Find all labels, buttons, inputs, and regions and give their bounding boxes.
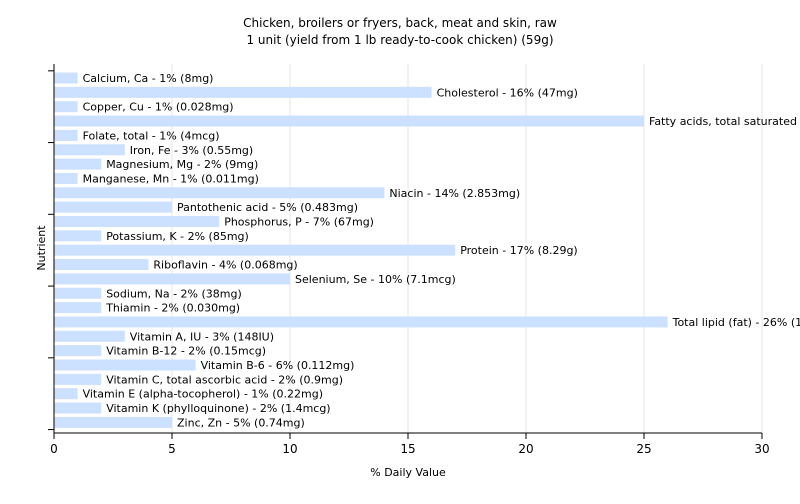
- bar-label: Sodium, Na - 2% (38mg): [106, 287, 242, 300]
- axes: 0 5 10 15 20 25 30: [48, 64, 770, 456]
- bar-label: Protein - 17% (8.29g): [460, 244, 578, 257]
- bar: [54, 259, 149, 271]
- bars: [54, 72, 668, 428]
- bar: [54, 359, 196, 371]
- x-tick-label: 25: [636, 442, 651, 456]
- bar-label: Iron, Fe - 3% (0.55mg): [130, 144, 253, 157]
- x-tick-label: 15: [400, 442, 415, 456]
- bar: [54, 101, 78, 113]
- bar-label: Vitamin B-6 - 6% (0.112mg): [201, 359, 355, 372]
- bar-label: Vitamin C, total ascorbic acid - 2% (0.9…: [106, 373, 343, 386]
- x-tick-label: 5: [168, 442, 176, 456]
- y-axis-label: Nutrient: [35, 225, 48, 271]
- bar: [54, 158, 102, 170]
- bar-label: Phosphorus, P - 7% (67mg): [224, 216, 374, 229]
- x-tick-label: 20: [518, 442, 533, 456]
- bar: [54, 416, 172, 428]
- bar: [54, 244, 456, 256]
- bar: [54, 172, 78, 184]
- bar-label: Fatty acids, total saturated - 25% (4.92…: [649, 115, 800, 128]
- bar-label: Selenium, Se - 10% (7.1mcg): [295, 273, 456, 286]
- bar: [54, 302, 102, 314]
- bar: [54, 216, 220, 227]
- bar-label: Riboflavin - 4% (0.068mg): [153, 259, 297, 272]
- bar-label: Vitamin K (phylloquinone) - 2% (1.4mcg): [106, 402, 330, 415]
- x-tick-label: 10: [282, 442, 297, 456]
- bar: [54, 86, 432, 98]
- bar: [54, 273, 290, 285]
- x-axis-label: % Daily Value: [370, 466, 446, 479]
- chart-title: Chicken, broilers or fryers, back, meat …: [243, 16, 557, 30]
- bar-label: Folate, total - 1% (4mcg): [83, 129, 220, 142]
- x-tick-label: 30: [754, 442, 769, 456]
- bar-label: Zinc, Zn - 5% (0.74mg): [177, 416, 305, 429]
- bar-label: Vitamin A, IU - 3% (148IU): [130, 330, 274, 343]
- bar-label: Total lipid (fat) - 26% (16.96g): [672, 316, 800, 329]
- bar: [54, 373, 102, 385]
- bar-label: Manganese, Mn - 1% (0.011mg): [83, 172, 259, 185]
- bar: [54, 187, 385, 199]
- bar: [54, 115, 644, 127]
- bar-label: Vitamin B-12 - 2% (0.15mcg): [106, 345, 266, 358]
- bar: [54, 230, 102, 242]
- bar-label: Potassium, K - 2% (85mg): [106, 230, 249, 243]
- bar-label: Cholesterol - 16% (47mg): [437, 86, 578, 99]
- x-tick-label: 0: [50, 442, 58, 456]
- bar: [54, 388, 78, 400]
- bar-label: Vitamin E (alpha-tocopherol) - 1% (0.22m…: [83, 388, 323, 401]
- bar-labels: Calcium, Ca - 1% (8mg) Cholesterol - 16% …: [83, 72, 800, 429]
- bar-label: Niacin - 14% (2.853mg): [389, 187, 520, 200]
- bar: [54, 330, 125, 342]
- bar: [54, 144, 125, 156]
- bar: [54, 316, 668, 328]
- bar: [54, 287, 102, 299]
- bar: [54, 201, 172, 213]
- bar-label: Copper, Cu - 1% (0.028mg): [83, 101, 234, 114]
- bar-label: Magnesium, Mg - 2% (9mg): [106, 158, 258, 171]
- bar-label: Calcium, Ca - 1% (8mg): [83, 72, 214, 85]
- chart-subtitle: 1 unit (yield from 1 lb ready-to-cook ch…: [246, 33, 553, 47]
- bar-label: Thiamin - 2% (0.030mg): [105, 302, 240, 315]
- bar: [54, 345, 102, 357]
- bar: [54, 72, 78, 84]
- bar-label: Pantothenic acid - 5% (0.483mg): [177, 201, 358, 214]
- bar: [54, 402, 102, 414]
- bar: [54, 129, 78, 141]
